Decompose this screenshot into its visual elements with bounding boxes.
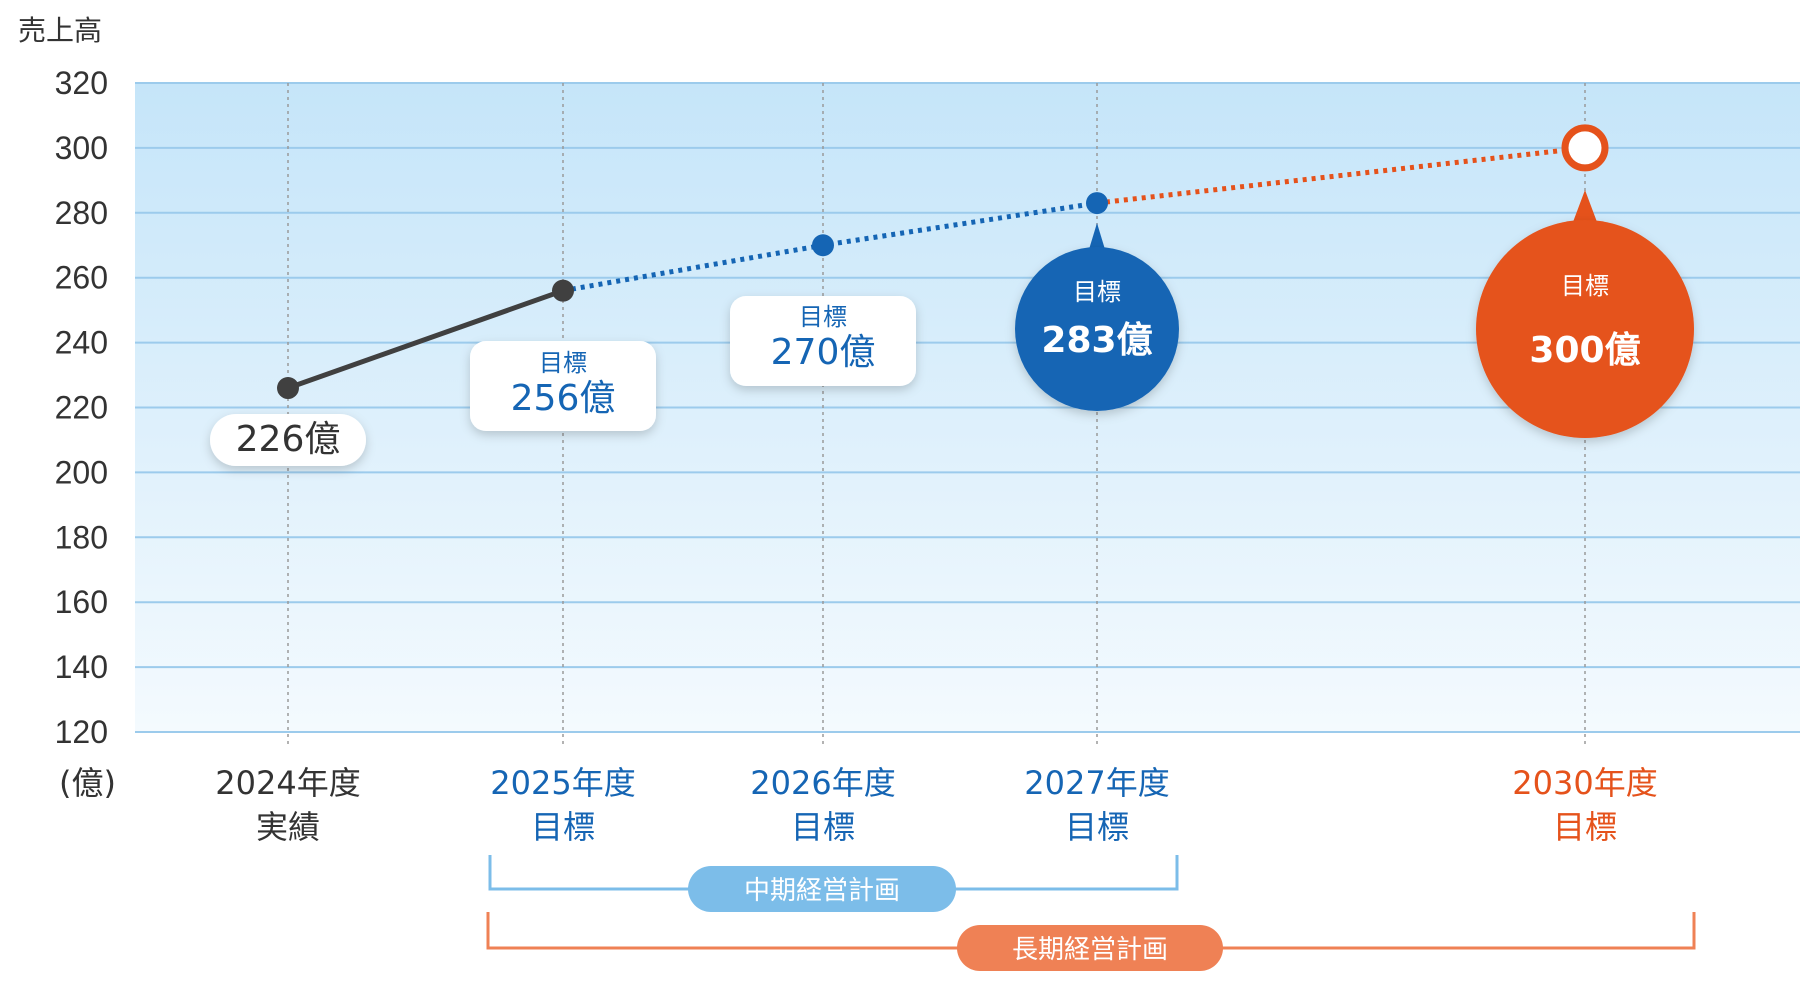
y-tick-label: 140: [55, 649, 108, 685]
y-tick-label: 280: [55, 195, 108, 231]
x-tick-sublabel: 目標: [1065, 808, 1129, 846]
y-tick-label: 220: [55, 390, 108, 426]
label-box: [470, 341, 656, 431]
long-term-pill: [957, 925, 1223, 971]
data-point: [277, 377, 299, 400]
mid-term-pill: [688, 866, 956, 912]
data-label-caption: 目標: [1561, 272, 1609, 300]
grid: [135, 82, 1800, 733]
y-tick-label: 300: [55, 130, 108, 166]
x-tick-label: 2026年度: [750, 764, 895, 802]
data-label: 283億: [1041, 320, 1152, 361]
long-term-label: 長期経営計画: [1012, 935, 1168, 965]
label-pill: [210, 414, 366, 466]
y-tick-label: 200: [55, 454, 108, 490]
label-box: [730, 296, 916, 386]
y-axis: 120 140 160 180 200 220 240 260 280 300 320: [55, 65, 108, 750]
y-axis-unit: (億): [59, 764, 116, 802]
x-tick-label: 2030年度: [1512, 764, 1657, 802]
mid-term-label: 中期経営計画: [744, 876, 900, 906]
data-label-caption: 目標: [539, 349, 587, 377]
data-point: [552, 279, 574, 302]
x-tick-label: 2025年度: [490, 764, 635, 802]
data-point: [1086, 192, 1108, 215]
y-tick-label: 240: [55, 325, 108, 361]
category-guides: [287, 83, 1586, 748]
label-bubble: [1015, 247, 1179, 411]
label-bubble: [1476, 220, 1694, 438]
data-point-target: [1561, 124, 1609, 172]
data-point: [812, 234, 834, 257]
x-tick-sublabel: 目標: [791, 808, 855, 846]
x-tick-sublabel: 実績: [256, 808, 320, 846]
data-label: 300億: [1529, 330, 1640, 371]
data-points: [277, 124, 1609, 400]
data-label: 270億: [771, 332, 876, 373]
x-tick-sublabel: 目標: [1553, 808, 1617, 846]
long-term-target-line: [1096, 145, 1586, 206]
data-label-caption: 目標: [799, 303, 847, 331]
actual-line: [285, 288, 566, 391]
data-label-caption: 目標: [1073, 278, 1121, 306]
y-tick-label: 320: [55, 65, 108, 101]
data-label: 256億: [511, 378, 616, 419]
x-tick-label: 2024年度: [215, 764, 360, 802]
bubble-pointer: [1573, 190, 1597, 222]
y-tick-label: 160: [55, 584, 108, 620]
y-axis-label: 売上高: [18, 14, 102, 47]
y-tick-label: 260: [55, 260, 108, 296]
x-tick-sublabel: 目標: [531, 808, 595, 846]
y-tick-label: 180: [55, 519, 108, 555]
data-label: 226億: [236, 419, 341, 460]
x-tick-label: 2027年度: [1024, 764, 1169, 802]
y-tick-label: 120: [55, 714, 108, 750]
